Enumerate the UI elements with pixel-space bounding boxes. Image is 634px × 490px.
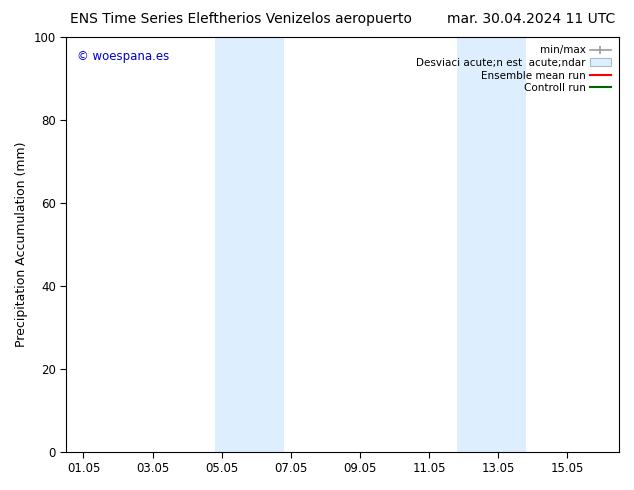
Text: © woespana.es: © woespana.es	[77, 49, 169, 63]
Legend: min/max, Desviaci acute;n est  acute;ndar, Ensemble mean run, Controll run: min/max, Desviaci acute;n est acute;ndar…	[413, 42, 614, 97]
Bar	[215, 37, 284, 452]
Text: mar. 30.04.2024 11 UTC: mar. 30.04.2024 11 UTC	[447, 12, 615, 26]
Y-axis label: Precipitation Accumulation (mm): Precipitation Accumulation (mm)	[15, 142, 28, 347]
Bar	[456, 37, 526, 452]
Text: ENS Time Series Eleftherios Venizelos aeropuerto: ENS Time Series Eleftherios Venizelos ae…	[70, 12, 412, 26]
